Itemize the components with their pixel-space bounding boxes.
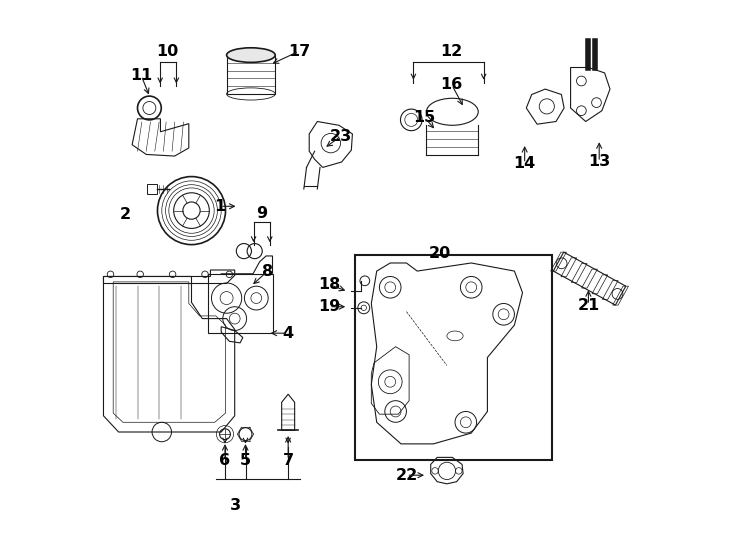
Bar — [355, 255, 552, 460]
Text: 8: 8 — [262, 264, 273, 279]
Text: 3: 3 — [230, 498, 241, 514]
Text: 17: 17 — [288, 44, 310, 59]
Text: 16: 16 — [440, 77, 463, 92]
Text: 21: 21 — [577, 298, 600, 313]
Text: 13: 13 — [588, 154, 611, 170]
Text: 12: 12 — [440, 44, 463, 59]
Text: 2: 2 — [120, 207, 131, 222]
Text: 15: 15 — [414, 110, 436, 125]
Text: 22: 22 — [396, 468, 418, 483]
Text: 19: 19 — [318, 299, 341, 314]
Text: 14: 14 — [514, 156, 536, 171]
Text: 20: 20 — [429, 246, 451, 261]
Text: 1: 1 — [214, 199, 225, 214]
Text: 10: 10 — [156, 44, 178, 59]
Ellipse shape — [227, 48, 275, 62]
Text: 23: 23 — [330, 129, 352, 144]
Text: 9: 9 — [256, 206, 267, 221]
Text: 18: 18 — [318, 277, 341, 292]
Text: 7: 7 — [283, 453, 294, 468]
Text: 6: 6 — [219, 453, 230, 468]
Text: 4: 4 — [282, 326, 293, 341]
Text: 5: 5 — [240, 453, 251, 468]
Text: 11: 11 — [130, 68, 153, 83]
